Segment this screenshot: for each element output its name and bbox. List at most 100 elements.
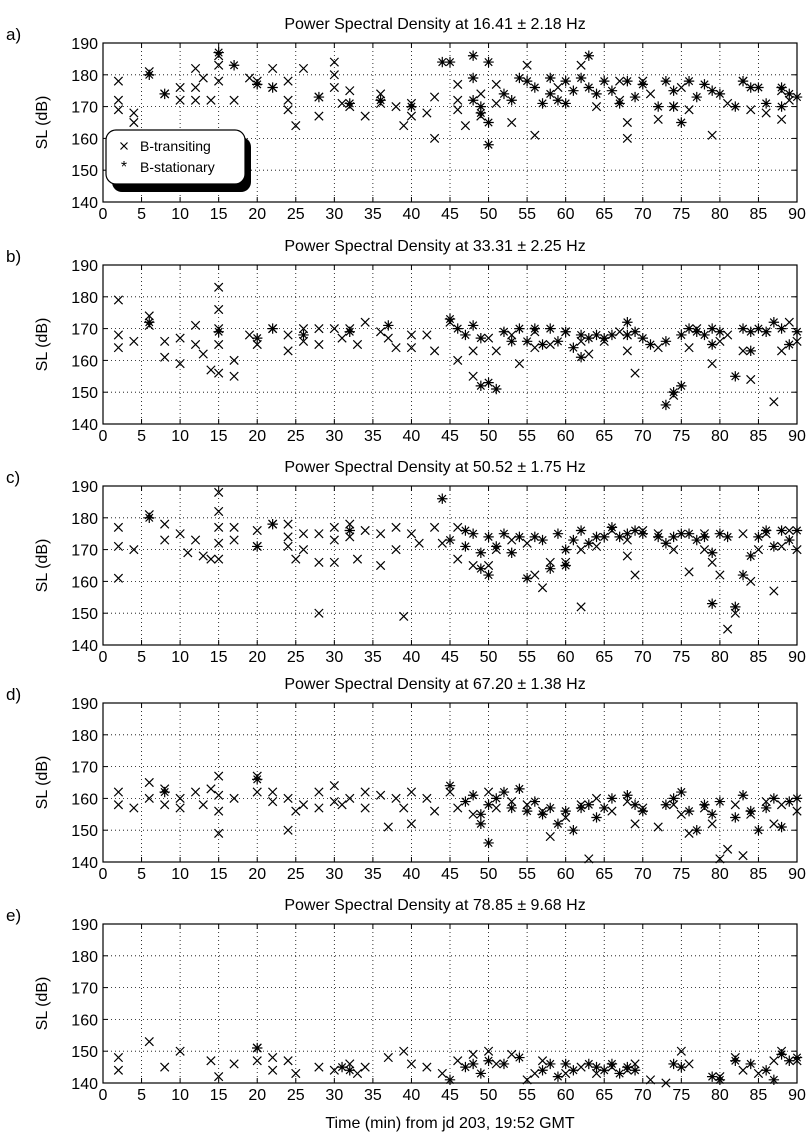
data-point-stationary: [406, 101, 417, 112]
data-point-stationary: [606, 1058, 618, 1070]
data-point-transiting: [129, 803, 139, 813]
data-point-transiting: [375, 529, 386, 539]
data-point-stationary: [706, 323, 718, 334]
data-point-transiting: [214, 790, 224, 800]
data-point-transiting: [113, 343, 124, 353]
data-point-transiting: [769, 586, 779, 596]
data-point-transiting: [738, 346, 748, 356]
data-point-transiting: [175, 82, 185, 93]
data-point-stationary: [575, 352, 587, 363]
data-point-stationary: [599, 531, 610, 543]
data-point-stationary: [537, 534, 548, 546]
x-tick-label: 30: [325, 1087, 343, 1104]
data-point-transiting: [453, 1056, 463, 1066]
y-tick-label: 190: [71, 917, 98, 934]
data-point-transiting: [468, 371, 478, 381]
data-point-transiting: [113, 522, 124, 532]
data-point-stationary: [645, 339, 656, 350]
data-point-stationary: [606, 522, 618, 533]
x-tick-label: 5: [137, 866, 146, 883]
data-point-stationary: [514, 783, 525, 795]
data-point-stationary: [537, 339, 548, 350]
y-tick-label: 150: [71, 1044, 98, 1061]
star-icon: *: [121, 159, 127, 176]
panel-c: Power Spectral Density at 50.52 ± 1.75 H…: [6, 459, 806, 666]
data-point-transiting: [198, 551, 208, 561]
data-point-transiting: [175, 95, 185, 105]
y-axis-label: SL (dB): [34, 96, 51, 150]
x-tick-label: 0: [99, 206, 108, 223]
panel-letter: b): [6, 247, 21, 266]
data-point-transiting: [653, 822, 663, 832]
data-point-transiting: [198, 349, 208, 359]
data-point-transiting: [491, 79, 501, 89]
data-point-transiting: [453, 105, 463, 115]
data-point-stationary: [467, 50, 479, 61]
x-tick-label: 80: [711, 649, 729, 666]
data-point-transiting: [175, 529, 185, 539]
data-point-transiting: [746, 105, 756, 115]
data-point-stationary: [591, 1061, 602, 1073]
data-point-stationary: [606, 329, 618, 341]
x-tick-label: 55: [518, 1087, 536, 1104]
data-point-stationary: [660, 75, 672, 87]
data-point-transiting: [483, 1046, 494, 1056]
data-point-transiting: [746, 374, 756, 385]
data-point-transiting: [468, 346, 478, 356]
data-point-transiting: [214, 60, 224, 70]
data-point-stationary: [730, 371, 741, 382]
data-point-stationary: [560, 544, 571, 555]
data-point-transiting: [190, 339, 201, 350]
data-point-transiting: [630, 570, 640, 580]
data-point-stationary: [575, 72, 587, 84]
data-point-transiting: [491, 98, 501, 109]
data-point-stationary: [475, 101, 487, 112]
data-point-transiting: [214, 282, 224, 292]
data-point-stationary: [583, 82, 594, 93]
panel-e: Power Spectral Density at 78.85 ± 9.68 H…: [6, 897, 806, 1104]
data-point-stationary: [552, 1071, 564, 1082]
data-point-stationary: [637, 805, 648, 817]
data-point-stationary: [298, 329, 309, 341]
data-point-transiting: [399, 1046, 409, 1056]
x-tick-label: 40: [403, 1087, 421, 1104]
data-point-stationary: [437, 493, 448, 504]
data-point-stationary: [475, 818, 487, 830]
data-point-stationary: [784, 88, 795, 100]
data-point-transiting: [283, 1056, 293, 1066]
data-point-transiting: [113, 787, 124, 797]
data-point-stationary: [467, 72, 479, 84]
x-tick-label: 65: [595, 649, 613, 666]
x-tick-label: 20: [248, 206, 266, 223]
data-point-stationary: [144, 317, 155, 328]
data-point-transiting: [429, 133, 440, 144]
data-point-transiting: [399, 611, 409, 622]
data-point-stationary: [737, 569, 749, 581]
data-point-stationary: [760, 98, 772, 109]
data-point-stationary: [768, 317, 780, 328]
data-point-transiting: [113, 573, 124, 583]
data-point-stationary: [760, 1065, 772, 1076]
data-point-transiting: [198, 800, 208, 810]
data-point-transiting: [252, 787, 262, 797]
data-point-transiting: [422, 108, 432, 118]
data-point-transiting: [507, 117, 517, 128]
data-point-transiting: [329, 57, 339, 67]
data-point-stationary: [622, 75, 633, 87]
data-point-stationary: [475, 380, 487, 392]
data-point-transiting: [406, 111, 417, 121]
data-point-stationary: [529, 323, 541, 334]
data-point-transiting: [229, 355, 239, 366]
data-point-transiting: [406, 343, 417, 353]
y-axis-label: SL (dB): [34, 977, 51, 1031]
x-tick-label: 90: [788, 428, 806, 445]
data-point-transiting: [746, 576, 756, 587]
data-point-transiting: [707, 358, 717, 369]
data-point-stationary: [498, 1058, 510, 1070]
data-point-stationary: [252, 1042, 263, 1054]
x-tick-label: 75: [672, 206, 690, 223]
data-point-transiting: [214, 506, 224, 517]
data-point-stationary: [706, 339, 718, 350]
data-point-stationary: [444, 56, 456, 68]
data-point-stationary: [144, 69, 155, 80]
